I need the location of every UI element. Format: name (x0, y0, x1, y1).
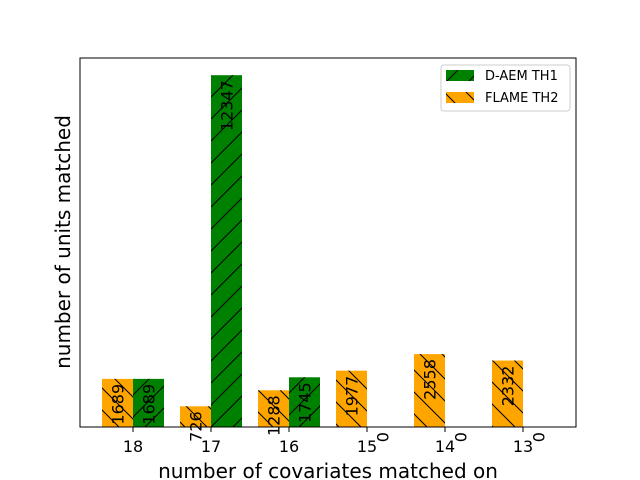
x-ticks-group: 18 17 16 15 14 13 (123, 427, 533, 456)
bar-hatch (492, 360, 523, 427)
x-tick-label: 17 (201, 437, 221, 456)
legend-label: FLAME TH2 (485, 91, 558, 106)
x-tick-label: 14 (435, 437, 455, 456)
legend: D-AEM TH1 FLAME TH2 (440, 64, 571, 112)
bar-value-label: 1977 (343, 376, 362, 417)
bar-value-label: 0 (530, 432, 549, 442)
bar-value-label: 1288 (265, 395, 284, 436)
plot-frame (79, 57, 577, 428)
x-tick-label: 15 (357, 437, 377, 456)
legend-label: D-AEM TH1 (485, 69, 558, 84)
bar-value-label: 1689 (140, 384, 159, 425)
bar-value-label: 2558 (421, 359, 440, 400)
bar-hatch (289, 377, 320, 427)
bar-value-label: 12347 (218, 80, 237, 131)
legend-swatch-hatch (446, 70, 474, 81)
bar-hatch (102, 378, 133, 427)
y-axis-label: number of units matched (51, 115, 75, 369)
legend-swatch-hatch (446, 92, 474, 103)
bar-hatch (180, 406, 211, 427)
x-axis-label: number of covariates matched on (158, 459, 498, 480)
x-tick-label: 13 (513, 437, 533, 456)
x-tick-label: 18 (123, 437, 143, 456)
bar-value-label: 2332 (499, 366, 518, 407)
bar-hatch (336, 370, 367, 427)
bars-group (102, 75, 523, 427)
bar-hatch (211, 75, 242, 427)
bar-hatch (414, 354, 445, 427)
bar-value-label: 0 (374, 432, 393, 442)
bar-hatch (133, 378, 164, 427)
x-tick-label: 16 (279, 437, 299, 456)
bar-value-label: 1745 (296, 382, 315, 423)
bar-value-label: 1689 (109, 384, 128, 425)
bar-value-label: 0 (452, 432, 471, 442)
bar-hatch (258, 390, 289, 427)
